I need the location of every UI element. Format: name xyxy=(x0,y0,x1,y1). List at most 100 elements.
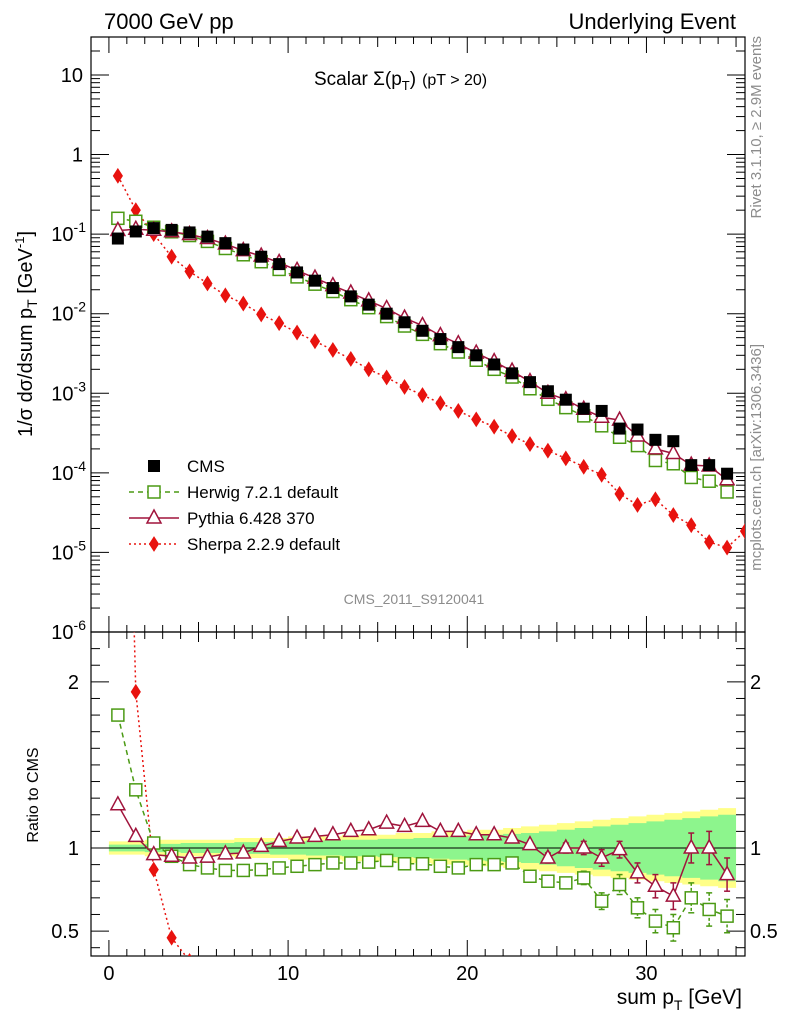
data-point xyxy=(111,232,124,245)
data-point xyxy=(739,523,745,540)
data-point xyxy=(345,351,356,367)
upper-y-axis-label: 1/σ dσ/dsum pT [GeV-1] xyxy=(12,231,40,437)
data-point xyxy=(309,333,321,350)
data-point xyxy=(631,423,644,436)
data-point xyxy=(721,467,734,480)
ratio-point xyxy=(450,821,467,838)
header-left: 7000 GeV pp xyxy=(104,9,234,34)
data-point xyxy=(470,349,483,362)
data-point xyxy=(613,422,626,435)
ratio-point xyxy=(272,861,286,875)
data-point xyxy=(237,243,250,256)
series-1 xyxy=(111,211,734,499)
x-tick-label: 0 xyxy=(103,963,114,985)
legend-marker xyxy=(147,485,161,499)
header-right: Underlying Event xyxy=(568,9,736,34)
ratio-series-3 xyxy=(113,0,606,995)
legend-label: Pythia 6.428 370 xyxy=(187,509,315,528)
plot-title: Scalar Σ(pT) (pT > 20) xyxy=(314,69,487,93)
upper-y-tick-label: 10-2 xyxy=(51,299,86,326)
legend-label: CMS xyxy=(187,457,225,476)
data-point xyxy=(704,534,715,550)
data-point xyxy=(721,539,733,556)
ratio-point xyxy=(127,826,145,843)
ratio-point xyxy=(328,979,337,993)
data-point xyxy=(291,266,304,279)
ratio-point xyxy=(630,901,645,915)
ratio-point xyxy=(597,981,606,995)
data-point xyxy=(666,457,681,471)
ratio-point xyxy=(378,813,395,829)
ratio-point xyxy=(324,825,342,841)
data-point xyxy=(362,298,375,311)
ratio-point xyxy=(525,979,534,993)
ratio-point xyxy=(187,953,192,956)
x-axis-label: sum pT [GeV] xyxy=(617,986,742,1013)
data-point xyxy=(327,342,338,358)
ratio-point xyxy=(396,816,413,833)
data-point xyxy=(524,436,536,452)
data-point xyxy=(219,237,232,250)
x-tick-label: 20 xyxy=(456,963,478,985)
data-point xyxy=(453,403,464,419)
ratio-point xyxy=(379,853,394,868)
ratio-point xyxy=(290,859,304,874)
data-point xyxy=(614,485,625,502)
data-point xyxy=(596,466,607,483)
x-axis: 0 10 20 30 xyxy=(103,37,737,985)
ratio-point xyxy=(629,863,646,879)
ratio-point xyxy=(306,826,324,843)
ratio-point xyxy=(523,869,537,883)
ratio-point xyxy=(270,831,288,848)
ratio-point xyxy=(576,871,591,885)
data-point xyxy=(488,358,501,371)
data-point xyxy=(166,248,177,265)
ratio-point xyxy=(200,861,215,875)
ratio-point xyxy=(469,857,483,872)
ratio-point xyxy=(541,874,555,888)
legend: CMS Herwig 7.2.1 default Pythia 6.428 370 S… xyxy=(129,457,340,554)
data-point xyxy=(523,376,536,389)
ratio-point xyxy=(508,981,517,995)
data-point xyxy=(720,485,734,499)
ratio-point xyxy=(575,838,592,854)
x-tick-label: 30 xyxy=(635,963,657,985)
ratio-point xyxy=(361,855,376,869)
ratio-point xyxy=(593,848,610,864)
ratio-point xyxy=(432,821,449,838)
data-point xyxy=(308,274,321,287)
data-point xyxy=(577,402,590,415)
ratio-point xyxy=(364,981,373,995)
ratio-series-1 xyxy=(111,708,734,942)
ratio-point xyxy=(113,0,122,8)
ratio-point xyxy=(397,857,412,871)
ratio-point xyxy=(682,838,700,854)
data-point xyxy=(273,258,286,271)
data-point xyxy=(665,443,682,460)
ratio-point xyxy=(111,708,125,722)
data-point xyxy=(647,439,664,455)
ratio-point xyxy=(433,859,448,874)
ratio-point xyxy=(521,835,539,851)
ratio-point xyxy=(666,921,681,935)
ratio-point xyxy=(611,840,628,856)
data-point xyxy=(578,458,589,475)
ratio-point xyxy=(310,979,319,993)
ratio-point xyxy=(130,683,141,700)
ratio-y-tick-label-right: 1 xyxy=(750,838,761,860)
ratio-point xyxy=(148,861,159,878)
ratio-point xyxy=(647,876,664,892)
upper-y-tick-label: 10-3 xyxy=(51,378,86,405)
data-point xyxy=(165,223,178,236)
data-point xyxy=(398,316,411,329)
data-point xyxy=(435,395,446,412)
ratio-point xyxy=(221,971,230,985)
data-point xyxy=(541,385,554,398)
ratio-point xyxy=(217,844,234,860)
data-point xyxy=(381,369,392,386)
ratio-series-layer xyxy=(109,0,736,995)
data-point xyxy=(667,435,680,448)
data-point xyxy=(649,433,662,446)
data-point xyxy=(685,459,698,472)
rivet-version-label: Rivet 3.1.10, ≥ 2.9M events xyxy=(748,36,765,219)
